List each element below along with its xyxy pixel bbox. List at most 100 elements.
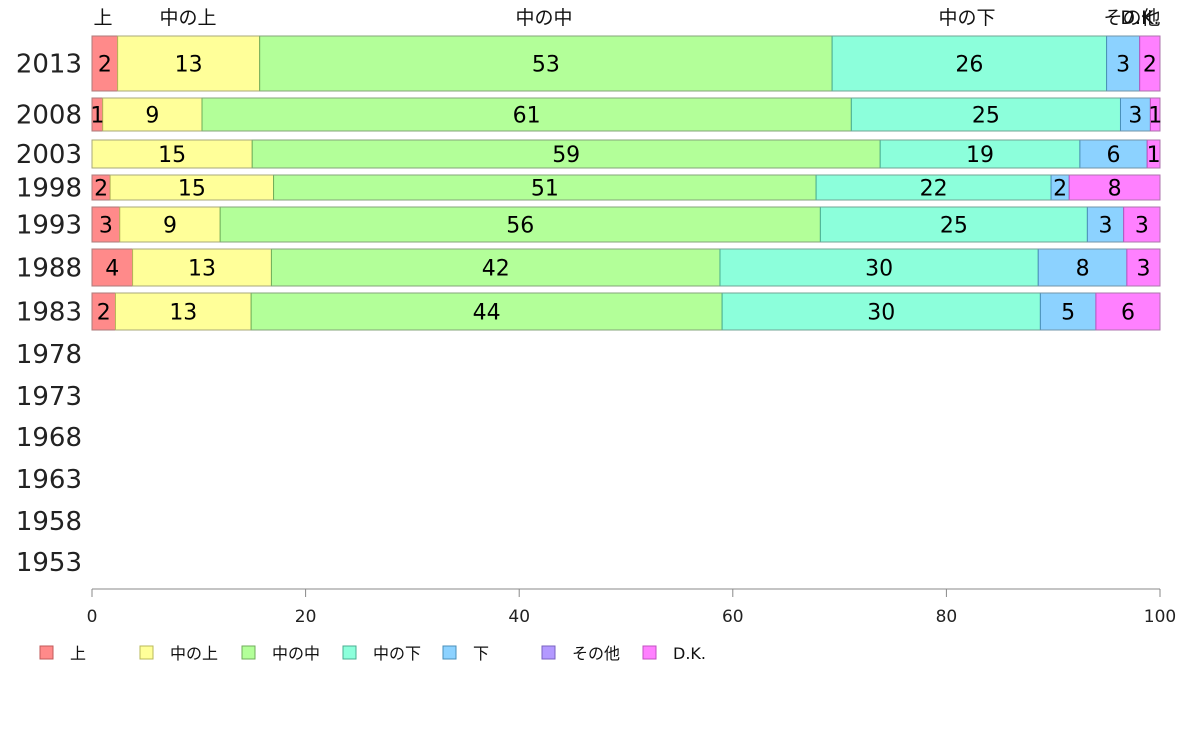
segment-label-2008-3: 25 [972,104,1000,129]
segment-label-2013-4: 3 [1116,53,1130,78]
segment-label-1998-3: 22 [920,177,948,202]
x-axis: 0 20 40 60 80 100 [87,588,1176,627]
segment-label-2013-3: 26 [955,53,983,78]
top-label-1: 中の上 [159,7,216,29]
segment-label-1998-4: 2 [1053,177,1067,202]
legend-swatch-5 [541,645,556,660]
bar-segment-1998-3 [815,174,1052,201]
segment-label-2003-3: 19 [966,143,994,168]
segment-label-1988-2: 42 [482,257,510,282]
year-label-1958: 1958 [16,507,82,537]
x-tick-label-20: 20 [295,607,317,627]
top-label-4: その他 [1103,7,1160,29]
x-tick-label-40: 40 [508,607,530,627]
segment-label-1988-4: 8 [1076,257,1090,282]
segment-label-2013-2: 53 [532,53,560,78]
bar-segment-1998-6 [1068,174,1161,201]
legend-label-2: 中の中 [272,644,320,663]
bar-segment-1983-1 [114,292,252,331]
segment-label-2003-2: 59 [552,143,580,168]
legend-label-5: その他 [572,644,620,663]
year-label-1998: 1998 [16,174,82,204]
x-tick-label-60: 60 [722,607,744,627]
bar-outline-2013 [91,35,1161,92]
legend-label-1: 中の上 [170,644,218,663]
segment-label-1998-1: 15 [178,177,206,202]
year-label-2003: 2003 [16,140,82,170]
legend-swatch-1 [139,645,154,660]
segment-label-1993-6: 3 [1135,214,1149,239]
segment-labels-layer: 2 13 53 26 3 21 9 61 25 3 115 59 19 6 12 15 51 22 2 83 9 56 25… [90,53,1162,326]
segment-label-1993-0: 3 [99,214,113,239]
legend: 上 中の上 中の中 中の下 下 その他 D.K. [39,644,706,663]
segment-label-2003-6: 1 [1147,143,1161,168]
bar-segment-1993-2 [219,206,821,243]
legend-label-4: 下 [473,644,489,663]
year-label-1978: 1978 [16,340,82,370]
bar-segment-1988-1 [132,248,272,287]
year-label-1968: 1968 [16,423,82,453]
legend-label-6: D.K. [673,644,706,663]
bar-segment-2008-3 [850,97,1121,132]
year-label-1963: 1963 [16,465,82,495]
year-label-1983: 1983 [16,298,82,328]
segment-label-1988-6: 3 [1136,257,1150,282]
segment-label-1988-3: 30 [865,257,893,282]
segment-label-2008-1: 9 [145,104,159,129]
legend-swatch-0 [39,645,54,660]
segment-label-2003-1: 15 [158,143,186,168]
bar-segment-1988-4 [1037,248,1128,287]
year-label-1973: 1973 [16,382,82,412]
top-label-3: 中の下 [938,7,995,29]
bar-segment-2013-1 [117,35,261,92]
segment-label-1993-2: 56 [506,214,534,239]
bar-outline-1988 [91,248,1161,287]
segment-label-2013-1: 13 [175,53,203,78]
bar-segment-1998-2 [273,174,817,201]
segment-label-1998-6: 8 [1108,177,1122,202]
bar-outline-1983 [91,292,1161,331]
legend-swatch-2 [241,645,256,660]
segment-label-1983-6: 6 [1121,301,1135,326]
year-label-2013: 2013 [16,50,82,80]
year-label-2008: 2008 [16,101,82,131]
segment-label-2013-0: 2 [98,53,112,78]
bars-layer [91,35,1161,331]
year-label-1993: 1993 [16,211,82,241]
legend-swatch-3 [342,645,357,660]
x-tick-label-0: 0 [87,607,98,627]
bar-outline-2008 [91,97,1161,132]
bar-segment-2008-1 [102,97,203,132]
year-label-1953: 1953 [16,548,82,578]
legend-label-0: 上 [70,644,86,663]
segment-label-2013-6: 2 [1143,53,1157,78]
segment-label-1983-3: 30 [867,301,895,326]
legend-swatch-6 [642,645,657,660]
bar-segment-2008-2 [201,97,852,132]
bar-segment-1983-2 [250,292,723,331]
segment-label-1998-0: 2 [94,177,108,202]
segment-label-1983-0: 2 [97,301,111,326]
segment-label-1988-0: 4 [105,257,119,282]
year-label-1988: 1988 [16,254,82,284]
bar-outline-2003 [91,139,1161,169]
segment-label-1993-4: 3 [1099,214,1113,239]
segment-label-1983-4: 5 [1061,301,1075,326]
segment-label-1993-3: 25 [940,214,968,239]
top-label-0: 上 [93,7,112,29]
x-tick-label-100: 100 [1144,607,1176,627]
bar-segment-2013-3 [831,35,1108,92]
segment-label-2008-4: 3 [1128,104,1142,129]
x-tick-label-80: 80 [936,607,958,627]
year-labels-layer: 2013 2008 2003 1998 1993 1988 1983 1978 1973 1968… [16,50,82,579]
segment-label-1983-2: 44 [473,301,501,326]
legend-swatch-4 [442,645,457,660]
segment-label-2008-2: 61 [513,104,541,129]
bar-segment-1988-0 [91,248,134,287]
segment-label-2008-6: 1 [1148,104,1162,129]
segment-label-1983-1: 13 [169,301,197,326]
top-label-2: 中の中 [515,7,572,29]
legend-label-3: 中の下 [373,644,421,663]
